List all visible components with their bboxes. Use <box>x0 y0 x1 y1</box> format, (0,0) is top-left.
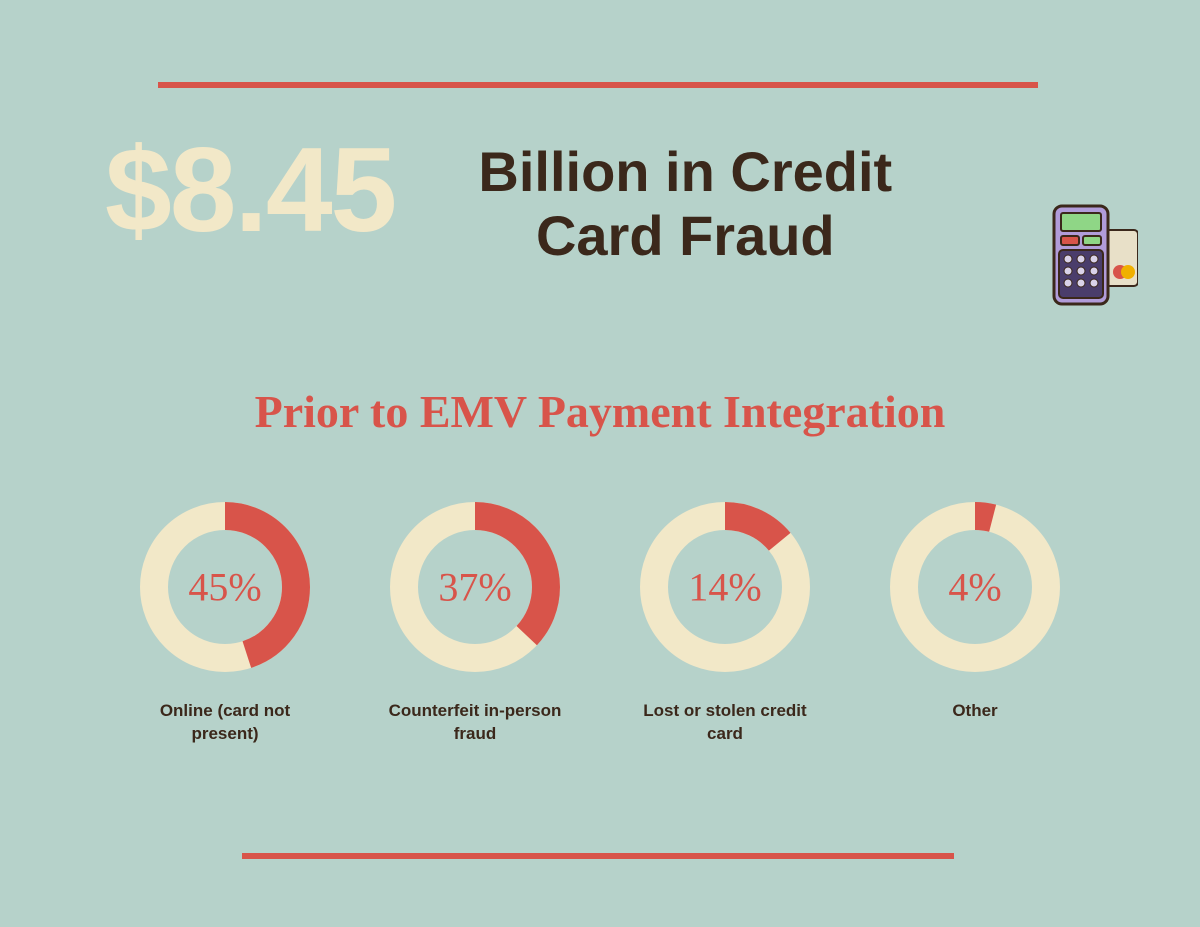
svg-text:37%: 37% <box>438 565 511 610</box>
subtitle: Prior to EMV Payment Integration <box>0 385 1200 438</box>
headline: $8.45 Billion in Credit Card Fraud <box>105 130 935 269</box>
card-reader-icon <box>1048 200 1138 315</box>
headline-text: Billion in Credit Card Fraud <box>435 140 935 269</box>
donut-label: Lost or stolen credit card <box>635 700 815 746</box>
donut-charts-row: 45% Online (card not present) 37% Counte… <box>115 502 1085 746</box>
headline-amount: $8.45 <box>105 130 395 250</box>
donut-chart: 37% Counterfeit in-person fraud <box>365 502 585 746</box>
donut-label: Online (card not present) <box>135 700 315 746</box>
donut-label: Counterfeit in-person fraud <box>385 700 565 746</box>
top-divider <box>158 82 1038 88</box>
donut-label: Other <box>952 700 997 723</box>
bottom-divider <box>242 853 954 859</box>
donut-chart: 4% Other <box>865 502 1085 746</box>
svg-text:45%: 45% <box>188 565 261 610</box>
donut-chart: 14% Lost or stolen credit card <box>615 502 835 746</box>
svg-text:4%: 4% <box>948 565 1001 610</box>
donut-chart: 45% Online (card not present) <box>115 502 335 746</box>
svg-text:14%: 14% <box>688 565 761 610</box>
